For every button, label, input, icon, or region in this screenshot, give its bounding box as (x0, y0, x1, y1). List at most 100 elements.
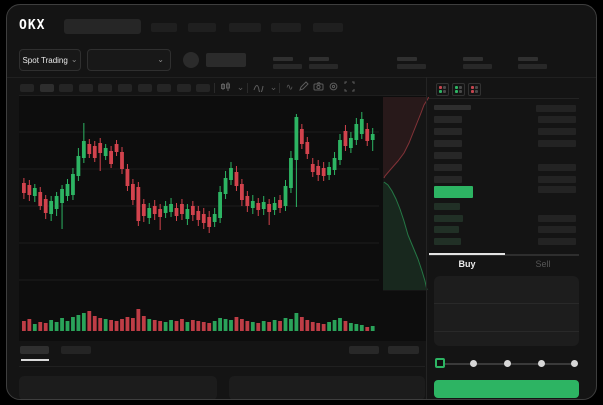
nav-item-1[interactable] (151, 23, 177, 32)
tab-sell[interactable]: Sell (535, 259, 551, 269)
order-book-row-ask[interactable] (429, 176, 579, 184)
amount-cell (538, 237, 576, 245)
interval-button-3[interactable] (59, 84, 73, 92)
interval-button-7[interactable] (138, 84, 152, 92)
trading-mode-selector[interactable]: Spot Trading ⌄ (19, 49, 81, 71)
volume-bar (169, 320, 173, 331)
candle (120, 152, 124, 169)
depth-chart (383, 97, 429, 291)
price-cell[interactable] (434, 226, 459, 233)
candle (289, 158, 293, 188)
order-book-row-ask[interactable] (429, 164, 579, 172)
candlestick-chart[interactable] (19, 96, 379, 335)
order-book-row-last[interactable] (429, 186, 579, 198)
price-cell[interactable] (434, 203, 460, 210)
search-input[interactable] (64, 19, 141, 34)
line-tools-icon[interactable]: ∿ (285, 82, 294, 92)
price-cell[interactable] (434, 116, 462, 123)
slider-step-dot[interactable] (538, 360, 545, 367)
candle (76, 156, 81, 176)
bottom-action-button-2[interactable] (388, 346, 419, 354)
price-cell[interactable] (434, 176, 462, 183)
interval-button-10[interactable] (196, 84, 210, 92)
candle (229, 168, 233, 180)
candle (38, 192, 43, 206)
chevron-down-icon[interactable]: ⌄ (236, 82, 245, 92)
chevron-down-icon: ⌄ (157, 55, 164, 64)
candle (365, 129, 370, 141)
buy-submit-button[interactable] (434, 380, 579, 398)
candle (250, 201, 255, 208)
volume-bar (32, 324, 37, 331)
settings-icon[interactable] (327, 81, 340, 94)
interval-button-4[interactable] (79, 84, 93, 92)
fullscreen-icon[interactable] (343, 81, 356, 94)
orders-panel-placeholder (19, 376, 217, 399)
nav-item-2[interactable] (188, 23, 216, 32)
ticker-stat-value (309, 64, 338, 69)
bottom-action-button-1[interactable] (349, 346, 379, 354)
bottom-tab-1[interactable] (20, 346, 49, 354)
price-cell[interactable] (434, 164, 462, 171)
nav-item-4[interactable] (271, 23, 301, 32)
interval-button-6[interactable] (118, 84, 132, 92)
pair-name-placeholder (206, 53, 246, 67)
candle (98, 143, 103, 153)
book-view-combined-icon[interactable] (436, 83, 449, 96)
price-cell[interactable] (434, 105, 471, 110)
order-form (434, 276, 579, 346)
price-cell[interactable] (434, 186, 473, 198)
book-view-asks-icon[interactable] (468, 83, 481, 96)
total-input[interactable] (434, 332, 579, 346)
interval-button-8[interactable] (157, 84, 171, 92)
order-book-row-bid[interactable] (429, 237, 579, 246)
volume-bar (316, 323, 321, 331)
volume-bar (365, 327, 370, 331)
price-input[interactable] (434, 276, 579, 303)
pair-selector-dropdown[interactable]: ⌄ (87, 49, 171, 71)
chart-style-icon[interactable] (219, 81, 232, 94)
price-cell[interactable] (434, 214, 463, 222)
order-book-row-bid[interactable] (429, 226, 579, 234)
indicators-icon[interactable] (252, 81, 265, 94)
interval-button-1[interactable] (20, 84, 34, 92)
candle (278, 200, 282, 208)
tab-buy[interactable]: Buy (458, 259, 476, 269)
camera-icon[interactable] (312, 81, 325, 94)
candle (54, 196, 59, 209)
price-cell[interactable] (434, 140, 462, 147)
order-book-row-ask[interactable] (429, 128, 579, 136)
volume-bar (240, 319, 244, 331)
book-view-bids-icon[interactable] (452, 83, 465, 96)
price-cell[interactable] (434, 237, 461, 245)
price-cell[interactable] (434, 152, 462, 159)
order-book-row-ask[interactable] (429, 152, 579, 160)
order-book-row-header[interactable] (429, 105, 579, 113)
slider-step-dot[interactable] (470, 360, 477, 367)
slider-step-dot[interactable] (571, 360, 578, 367)
order-book-row-bid[interactable] (429, 214, 579, 223)
amount-input[interactable] (434, 304, 579, 331)
interval-button-5[interactable] (98, 84, 112, 92)
slider-step-dot[interactable] (504, 360, 511, 367)
bottom-tab-2[interactable] (61, 346, 91, 354)
slider-handle[interactable] (435, 358, 445, 368)
order-book-row-ask[interactable] (429, 116, 579, 124)
nav-item-5[interactable] (313, 23, 343, 32)
order-book-row-ask[interactable] (429, 140, 579, 148)
volume-bar (38, 322, 43, 331)
price-cell[interactable] (434, 128, 462, 135)
amount-cell (538, 176, 576, 183)
pair-coin-icon[interactable] (183, 52, 199, 68)
order-book-row-bid[interactable] (429, 203, 579, 211)
interval-button-2[interactable] (40, 84, 54, 92)
volume-bar (283, 318, 288, 331)
order-book[interactable] (429, 101, 579, 249)
candle (109, 151, 113, 164)
chevron-down-icon[interactable]: ⌄ (269, 82, 278, 92)
draw-pencil-icon[interactable] (297, 81, 310, 94)
nav-item-3[interactable] (229, 23, 261, 32)
interval-button-9[interactable] (177, 84, 191, 92)
history-panel-placeholder (229, 376, 425, 399)
candle (370, 134, 375, 140)
